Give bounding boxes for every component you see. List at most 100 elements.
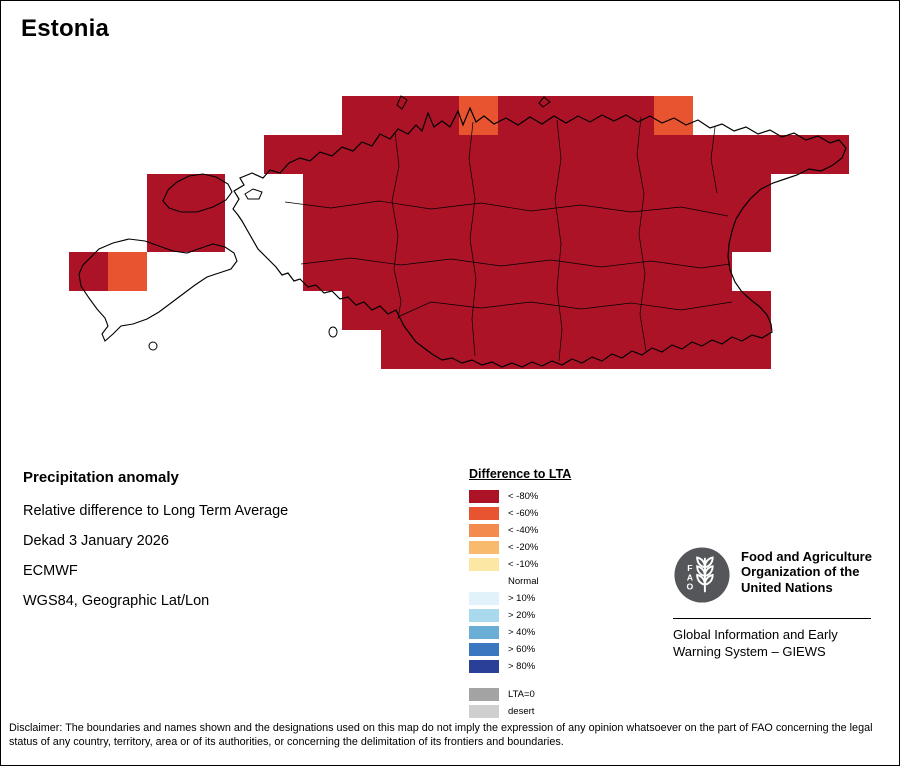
- legend-swatch: [469, 575, 499, 588]
- anomaly-cell: [69, 252, 108, 291]
- anomaly-cell: [576, 174, 615, 213]
- anomaly-cell: [537, 291, 576, 330]
- fao-logo-letter: F: [687, 563, 692, 573]
- legend-label: > 80%: [508, 661, 536, 672]
- legend-item: < -10%: [469, 556, 571, 573]
- legend-item: > 40%: [469, 624, 571, 641]
- county-boundary: [284, 200, 729, 217]
- wheat-ear-icon: [696, 556, 714, 593]
- fao-org-name: Food and Agriculture Organization of the…: [741, 549, 872, 595]
- legend-swatch: [469, 490, 499, 503]
- legend-label: LTA=0: [508, 689, 535, 700]
- anomaly-cell: [459, 96, 498, 135]
- legend-label: Normal: [508, 576, 539, 587]
- county-boundary: [300, 257, 731, 269]
- legend-swatch: [469, 660, 499, 673]
- county-boundary: [554, 119, 563, 362]
- anomaly-cell: [498, 252, 537, 291]
- kihnu-island-outline: [328, 326, 338, 338]
- legend-item: > 80%: [469, 658, 571, 675]
- anomaly-cell: [342, 174, 381, 213]
- anomaly-cells-layer: [69, 96, 849, 369]
- anomaly-cell: [342, 96, 381, 135]
- anomaly-cell: [654, 135, 693, 174]
- anomaly-cell: [693, 291, 732, 330]
- legend-label: > 60%: [508, 644, 536, 655]
- anomaly-cell: [498, 291, 537, 330]
- anomaly-cell: [303, 174, 342, 213]
- legend-item: > 20%: [469, 607, 571, 624]
- anomaly-cell: [654, 174, 693, 213]
- anomaly-cell: [420, 252, 459, 291]
- anomaly-cell: [420, 135, 459, 174]
- anomaly-cell: [537, 96, 576, 135]
- anomaly-cell: [303, 135, 342, 174]
- anomaly-cell: [771, 135, 810, 174]
- anomaly-cell: [303, 252, 342, 291]
- map-period: Dekad 3 January 2026: [23, 533, 169, 549]
- map-data-source: ECMWF: [23, 563, 78, 579]
- anomaly-cell: [732, 291, 771, 330]
- county-boundary: [468, 121, 477, 357]
- anomaly-cell: [576, 291, 615, 330]
- saaremaa-island-outline: [78, 238, 238, 342]
- legend-swatch: [469, 688, 499, 701]
- anomaly-cell: [381, 135, 420, 174]
- fao-logo-letter: O: [687, 582, 694, 592]
- fao-logo-letter: A: [687, 572, 694, 582]
- anomaly-cell: [342, 213, 381, 252]
- anomaly-cell: [381, 252, 420, 291]
- anomaly-cell: [537, 174, 576, 213]
- anomaly-cell: [654, 213, 693, 252]
- fao-logo-letters: FAO: [687, 563, 694, 591]
- anomaly-cell: [420, 174, 459, 213]
- legend-label: > 20%: [508, 610, 536, 621]
- anomaly-cell: [420, 213, 459, 252]
- anomaly-cell: [615, 291, 654, 330]
- map-projection: WGS84, Geographic Lat/Lon: [23, 593, 210, 609]
- legend-swatch: [469, 558, 499, 571]
- anomaly-cell: [576, 252, 615, 291]
- map-product-title: Precipitation anomaly: [23, 469, 179, 486]
- legend: Difference to LTA < -80% < -60% < -40% < -2…: [469, 467, 571, 720]
- anomaly-cell: [732, 174, 771, 213]
- legend-item: < -20%: [469, 539, 571, 556]
- disclaimer-text: Disclaimer: The boundaries and names sho…: [9, 722, 873, 749]
- giews-label: Global Information and Early Warning Sys…: [673, 627, 838, 659]
- anomaly-cell: [108, 252, 147, 291]
- anomaly-cell: [381, 213, 420, 252]
- anomaly-cell: [381, 330, 420, 369]
- anomaly-cell: [654, 96, 693, 135]
- anomaly-cell: [459, 174, 498, 213]
- anomaly-cell: [381, 96, 420, 135]
- legend-label: desert: [508, 706, 535, 717]
- anomaly-cell: [147, 213, 186, 252]
- anomaly-cell: [303, 213, 342, 252]
- legend-swatch: [469, 524, 499, 537]
- anomaly-cell: [693, 330, 732, 369]
- estonia-precipitation-map: [69, 95, 849, 369]
- naissaar-island-outline: [396, 95, 408, 110]
- anomaly-cell: [459, 252, 498, 291]
- anomaly-cell: [654, 330, 693, 369]
- country-outline: [232, 106, 847, 368]
- county-boundary: [399, 301, 733, 317]
- anomaly-cell: [498, 135, 537, 174]
- footer-separator-line: [673, 618, 871, 619]
- anomaly-cell: [615, 252, 654, 291]
- anomaly-cell: [537, 135, 576, 174]
- map-product-subtitle: Relative difference to Long Term Average: [23, 503, 289, 519]
- anomaly-cell: [810, 135, 849, 174]
- legend-swatch: [469, 592, 499, 605]
- vormsi-island-outline: [244, 188, 263, 200]
- boundaries-layer: [78, 95, 847, 368]
- anomaly-cell: [576, 135, 615, 174]
- anomaly-cell: [615, 174, 654, 213]
- legend-title: Difference to LTA: [469, 467, 572, 481]
- legend-item: LTA=0: [469, 686, 571, 703]
- legend-swatch: [469, 643, 499, 656]
- anomaly-cell: [381, 174, 420, 213]
